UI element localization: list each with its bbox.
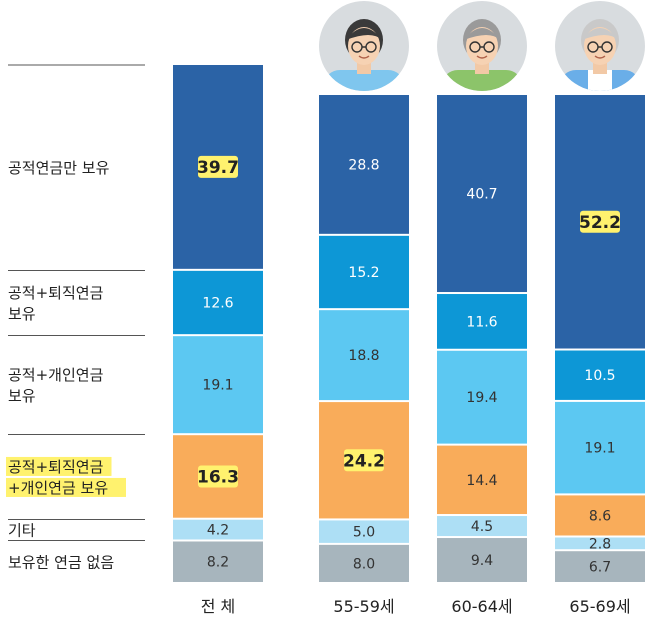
value-labels: 39.7 12.6 19.1 16.3 4.2 8.2 28.8 15.2 18.8 24.2 5.… xyxy=(197,155,621,576)
bar-segment xyxy=(555,551,645,582)
category-labels: 전 체 55-59세 60-64세 65-69세 xyxy=(201,597,631,616)
value-highlight xyxy=(580,210,620,233)
category-label: 60-64세 xyxy=(451,597,512,616)
value-label: 52.2 xyxy=(579,213,621,233)
category-label: 전 체 xyxy=(201,597,236,616)
value-label: 19.4 xyxy=(466,390,497,406)
elderly-male-avatar-icon xyxy=(555,1,645,91)
value-label: 2.8 xyxy=(589,536,611,552)
bar-segment xyxy=(319,95,409,234)
category-label: 65-69세 xyxy=(569,597,630,616)
row-label: 공적+개인연금 xyxy=(8,366,104,384)
bar-segment xyxy=(437,294,527,349)
female-avatar-icon xyxy=(437,1,527,91)
value-label: 39.7 xyxy=(197,158,239,178)
value-label: 40.7 xyxy=(466,187,497,203)
row-label: +개인연금 보유 xyxy=(8,479,108,497)
bar-segment xyxy=(555,401,645,494)
value-label: 19.1 xyxy=(202,378,233,394)
row-label-highlight xyxy=(6,456,112,476)
value-label: 9.4 xyxy=(471,553,493,569)
bar-segment xyxy=(555,537,645,550)
value-label: 8.6 xyxy=(589,508,611,524)
row-label: 기타 xyxy=(8,522,36,540)
row-label: 공적연금만 보유 xyxy=(8,159,110,177)
avatars xyxy=(319,1,645,91)
row-label: 공적+퇴직연금 xyxy=(8,458,104,476)
value-label: 11.6 xyxy=(466,314,497,330)
value-label: 15.2 xyxy=(348,265,379,281)
bar-segment xyxy=(173,270,263,335)
bars xyxy=(173,65,645,582)
value-label: 14.4 xyxy=(466,473,497,489)
value-label: 16.3 xyxy=(197,467,239,487)
bar-segment xyxy=(173,541,263,582)
value-label: 8.0 xyxy=(353,556,375,572)
value-label: 10.5 xyxy=(584,368,615,384)
value-label: 4.2 xyxy=(207,523,229,539)
bar-segment xyxy=(319,310,409,401)
bar-segment xyxy=(319,544,409,582)
value-label: 12.6 xyxy=(202,296,233,312)
bar-segment xyxy=(437,445,527,515)
male-avatar-icon xyxy=(319,1,409,91)
bar-segment xyxy=(437,516,527,537)
value-highlight xyxy=(344,449,384,472)
value-label: 6.7 xyxy=(589,560,611,576)
row-label: 보유한 연금 없음 xyxy=(8,554,114,572)
bar-segment xyxy=(437,350,527,444)
bar-segment xyxy=(173,519,263,540)
category-label: 55-59세 xyxy=(333,597,394,616)
bar-segment xyxy=(319,235,409,309)
value-label: 28.8 xyxy=(348,157,379,173)
row-label-highlight xyxy=(6,477,126,497)
bar-segment xyxy=(555,350,645,400)
row-label: 공적+퇴직연금 xyxy=(8,284,104,302)
bar-segment xyxy=(437,95,527,293)
value-label: 4.5 xyxy=(471,519,493,535)
value-label: 5.0 xyxy=(353,525,375,541)
value-label: 8.2 xyxy=(207,555,229,571)
value-label: 19.1 xyxy=(584,441,615,457)
row-separators xyxy=(8,64,145,541)
value-label: 24.2 xyxy=(343,451,385,471)
value-highlight xyxy=(198,465,238,488)
row-label: 보유 xyxy=(8,387,36,405)
bar-segment xyxy=(555,495,645,536)
value-label: 18.8 xyxy=(348,348,379,364)
value-highlight xyxy=(198,155,238,178)
bar-segment xyxy=(319,520,409,543)
bar-segment xyxy=(437,538,527,582)
bar-segment xyxy=(173,336,263,434)
row-label: 보유 xyxy=(8,305,36,323)
